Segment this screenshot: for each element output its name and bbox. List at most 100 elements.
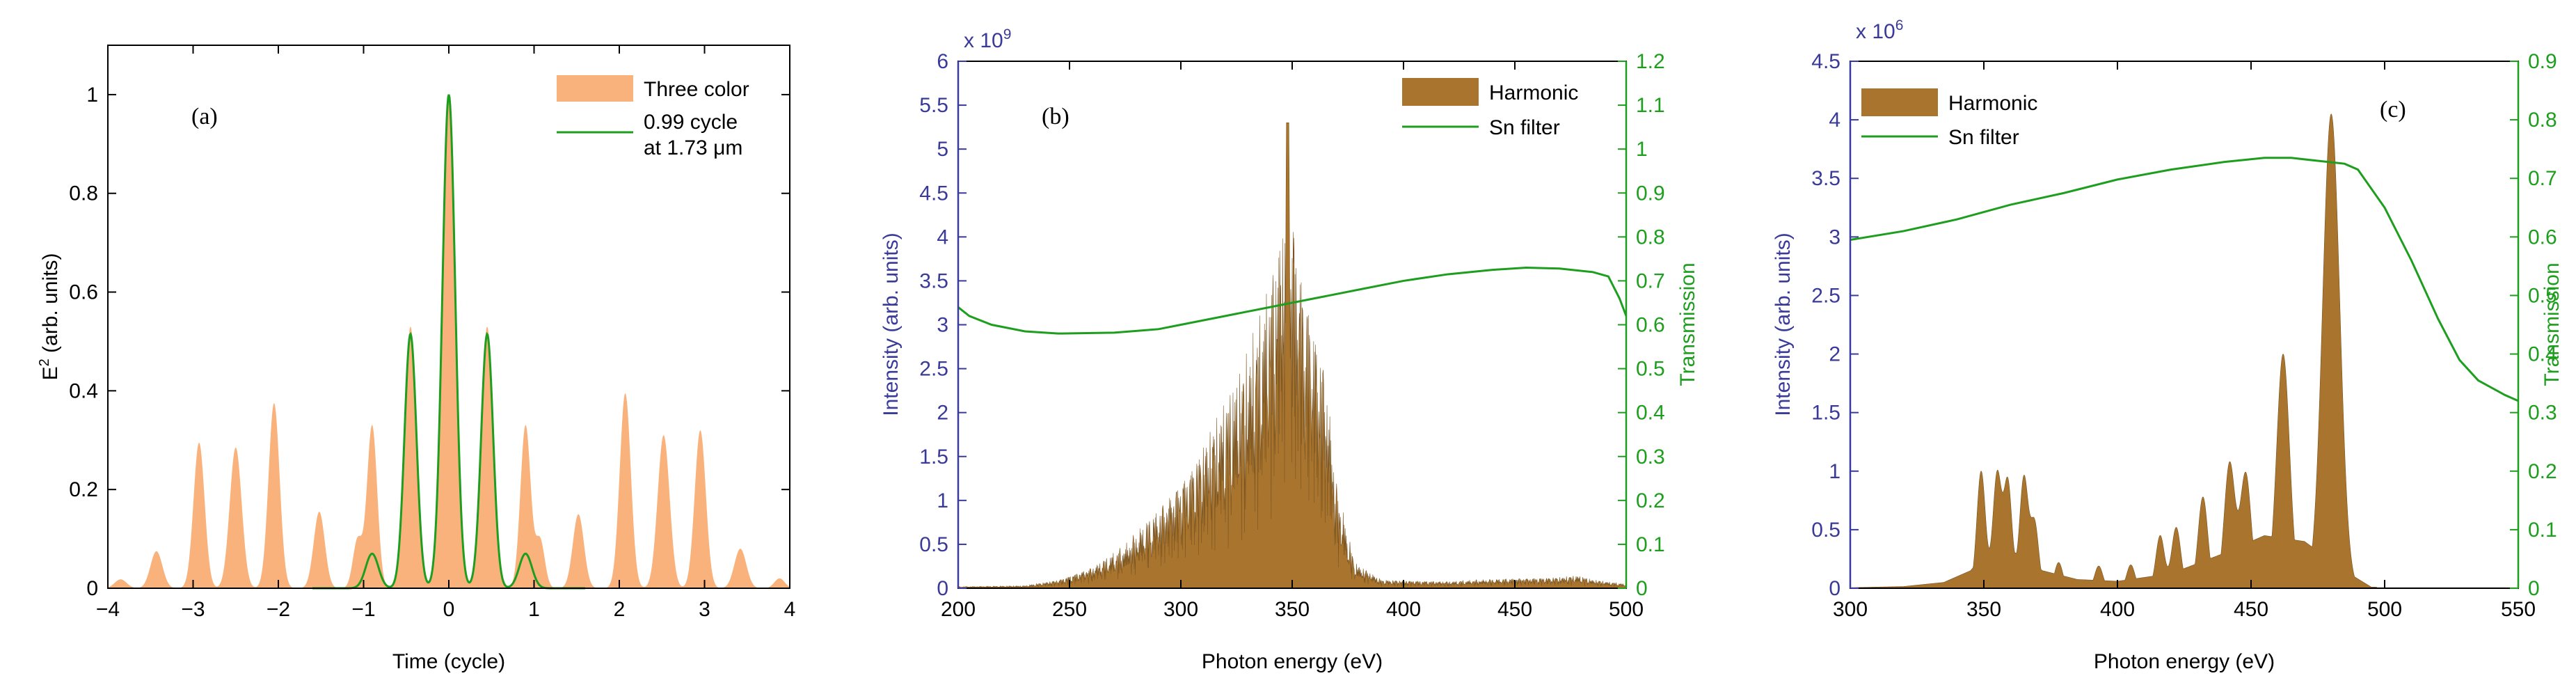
y-left-tick-label: 2.5: [1811, 284, 1840, 307]
y-right-tick-label: 0.6: [1636, 314, 1665, 337]
x-tick-label: 3: [699, 598, 710, 621]
panel-a-ylabel: E2 (arb. units): [37, 253, 62, 381]
panel-b-legend-harmonic-swatch: [1402, 78, 1479, 106]
x-tick-label: −2: [267, 598, 290, 621]
y-tick-label: 0.8: [69, 182, 98, 205]
y-left-tick-label: 2: [937, 402, 948, 425]
x-tick-label: −4: [96, 598, 120, 621]
panel-b-legend-sn-filter: Sn filter: [1489, 116, 1560, 139]
panel-b-ylabel-right: Transmission: [1676, 262, 1699, 386]
panel-c-legend-harmonic-swatch: [1861, 88, 1938, 116]
panel-c-ylabel-right: Transmission: [2541, 262, 2563, 386]
y-left-tick-label: 6: [937, 50, 948, 73]
sn-filter-line: [1850, 157, 2519, 402]
y-right-tick-label: 1: [1636, 138, 1648, 161]
y-right-tick-label: 0.4: [1636, 402, 1665, 425]
y-left-tick-label: 3: [1829, 226, 1840, 249]
x-tick-label: 350: [1966, 598, 2001, 621]
harmonic-spectrum-area: [1850, 113, 2519, 589]
y-right-tick-label: 0.7: [2528, 167, 2557, 190]
x-tick-label: 4: [784, 598, 796, 621]
x-tick-label: 350: [1275, 598, 1310, 621]
panel-a-legend-area-swatch: [557, 75, 633, 102]
y-left-tick-label: 1: [937, 489, 948, 512]
panel-a-chart: −4 −3 −2 −1 0 1 2 3 4 0 0.2 0.4 0.6 0.8 1 (a) Time (cy…: [37, 45, 795, 673]
panel-b-ylabel-left: Intensity (arb. units): [880, 233, 903, 416]
panel-a-legend-wavelength: at 1.73 μm: [644, 136, 742, 159]
x-tick-label: 550: [2501, 598, 2536, 621]
y-left-tick-label: 2.5: [919, 358, 948, 381]
x-tick-label: 250: [1052, 598, 1087, 621]
panel-b-legend: Harmonic Sn filter: [1402, 78, 1578, 139]
y-right-tick-label: 0.2: [1636, 489, 1665, 512]
cycle-pulse-line: [312, 94, 585, 590]
panel-b-exponent-power: 9: [1003, 26, 1012, 42]
y-right-tick-label: 0.5: [1636, 358, 1665, 381]
y-right-tick-label: 0.6: [2528, 226, 2557, 249]
x-tick-label: 400: [1386, 598, 1421, 621]
panel-a-label: (a): [191, 104, 218, 129]
y-left-tick-label: 3.5: [919, 269, 948, 292]
y-left-tick-label: 5.5: [919, 94, 948, 117]
panel-a-legend: Three color 0.99 cycle at 1.73 μm: [557, 75, 749, 159]
y-left-tick-label: 2: [1829, 343, 1840, 366]
panel-a-xlabel: Time (cycle): [392, 650, 505, 673]
y-left-tick-label: 3.5: [1811, 167, 1840, 190]
harmonic-spectrum-area: [957, 123, 1627, 589]
y-left-tick-label: 4.5: [1811, 50, 1840, 73]
y-tick-label: 0: [86, 577, 98, 600]
x-tick-label: 1: [528, 598, 540, 621]
panel-b-chart: 200 250 300 350 400 450 50000.511.522.533.544.…: [880, 26, 1699, 673]
y-tick-label: 0.6: [69, 281, 98, 304]
y-right-tick-label: 0.4: [2528, 343, 2557, 366]
y-right-tick-label: 1.1: [1636, 94, 1665, 117]
y-left-tick-label: 0.5: [1811, 519, 1840, 542]
y-right-tick-label: 0.5: [2528, 284, 2557, 307]
panel-a-legend-cycle: 0.99 cycle: [644, 111, 738, 134]
y-left-tick-label: 1.5: [1811, 402, 1840, 425]
panel-a-legend-three-color: Three color: [644, 78, 749, 101]
x-tick-label: 300: [1163, 598, 1198, 621]
panel-c-chart: 300 350 400 450 500 55000.511.522.533.544.500…: [1772, 17, 2563, 673]
y-left-tick-label: 4.5: [919, 182, 948, 205]
panel-c-exponent-base: x 10: [1856, 20, 1895, 43]
panel-c-xlabel: Photon energy (eV): [2094, 650, 2275, 673]
x-tick-label: 500: [1609, 598, 1644, 621]
panel-b-xlabel: Photon energy (eV): [1202, 650, 1383, 673]
panel-b-label: (b): [1042, 104, 1070, 129]
x-tick-label: 2: [614, 598, 626, 621]
x-tick-label: −3: [181, 598, 205, 621]
panel-b-exponent-base: x 10: [964, 29, 1003, 52]
y-left-tick-label: 0: [1829, 577, 1840, 600]
panel-c-legend-sn-filter: Sn filter: [1948, 126, 2019, 149]
three-color-area: [108, 94, 790, 588]
y-right-tick-label: 0.3: [2528, 402, 2557, 425]
y-left-tick-label: 0: [937, 577, 948, 600]
y-left-tick-label: 4: [1829, 109, 1840, 132]
panel-c-ylabel-left: Intensity (arb. units): [1772, 233, 1795, 416]
y-tick-label: 0.4: [69, 379, 98, 402]
y-right-tick-label: 0: [2528, 577, 2540, 600]
panel-c-legend-harmonic: Harmonic: [1948, 92, 2037, 115]
panel-c-exponent: x 106: [1856, 17, 1903, 43]
y-right-tick-label: 0.2: [2528, 460, 2557, 483]
y-right-tick-label: 0.8: [1636, 226, 1665, 249]
y-right-tick-label: 1.2: [1636, 50, 1665, 73]
panel-b-exponent: x 109: [964, 26, 1011, 52]
sn-filter-line: [957, 266, 1628, 335]
panel-b-legend-harmonic: Harmonic: [1489, 81, 1578, 104]
y-left-tick-label: 1: [1829, 460, 1840, 483]
y-right-tick-label: 0.9: [1636, 182, 1665, 205]
y-right-tick-label: 0.8: [2528, 109, 2557, 132]
y-right-tick-label: 0.1: [1636, 533, 1665, 556]
x-tick-label: −1: [351, 598, 375, 621]
y-left-tick-label: 0.5: [919, 533, 948, 556]
panel-c-label: (c): [2380, 97, 2406, 123]
y-tick-label: 1: [86, 84, 98, 107]
x-tick-label: 300: [1833, 598, 1868, 621]
x-tick-label: 450: [1497, 598, 1532, 621]
x-tick-label: 200: [941, 598, 976, 621]
panel-c-legend: Harmonic Sn filter: [1861, 88, 2037, 149]
y-left-tick-label: 5: [937, 138, 948, 161]
